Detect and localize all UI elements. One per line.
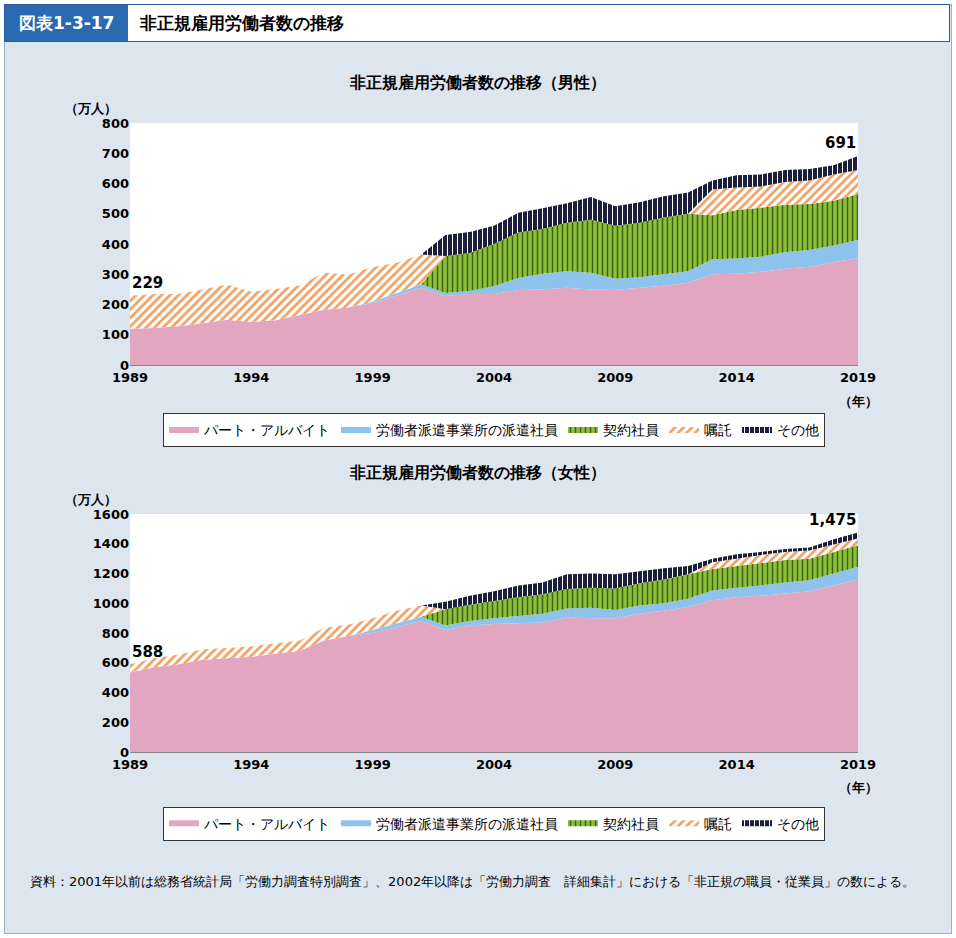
svg-text:300: 300 — [102, 267, 129, 282]
svg-text:2019: 2019 — [840, 370, 876, 385]
svg-text:2004: 2004 — [476, 757, 512, 772]
svg-text:嘱託: 嘱託 — [704, 816, 732, 832]
svg-text:（年）: （年） — [839, 780, 878, 795]
svg-text:1000: 1000 — [93, 596, 129, 611]
svg-text:2004: 2004 — [476, 370, 512, 385]
svg-text:200: 200 — [102, 715, 129, 730]
svg-text:2009: 2009 — [597, 757, 633, 772]
svg-text:800: 800 — [102, 116, 129, 131]
html-text:資料：2001年以前は総務省統計局「労働力調査特別調査」、2: 資料：2001年以前は総務省統計局「労働力調査特別調査」、2002年以降は「労働… — [30, 874, 916, 889]
svg-text:800: 800 — [102, 626, 129, 641]
svg-text:1989: 1989 — [112, 370, 148, 385]
svg-text:691: 691 — [825, 134, 856, 152]
svg-text:1994: 1994 — [233, 757, 269, 772]
svg-text:229: 229 — [132, 274, 163, 292]
html-text:図表1-3-17: 図表1-3-17 — [19, 13, 115, 33]
svg-text:2014: 2014 — [719, 370, 755, 385]
svg-text:非正規雇用労働者数の推移（男性）: 非正規雇用労働者数の推移（男性） — [349, 73, 606, 92]
svg-text:700: 700 — [102, 146, 129, 161]
svg-text:嘱託: 嘱託 — [704, 422, 732, 438]
svg-text:労働者派遣事業所の派遣社員: 労働者派遣事業所の派遣社員 — [376, 816, 558, 832]
svg-text:200: 200 — [102, 297, 129, 312]
svg-text:労働者派遣事業所の派遣社員: 労働者派遣事業所の派遣社員 — [376, 422, 558, 438]
svg-text:2019: 2019 — [840, 757, 876, 772]
html-text:非正規雇用労働者数の推移: 非正規雇用労働者数の推移 — [140, 12, 345, 33]
svg-text:（万人）: （万人） — [65, 101, 117, 116]
svg-text:1999: 1999 — [355, 757, 391, 772]
svg-text:1400: 1400 — [93, 536, 129, 551]
svg-text:非正規雇用労働者数の推移（女性）: 非正規雇用労働者数の推移（女性） — [349, 463, 606, 482]
svg-text:600: 600 — [102, 655, 129, 670]
svg-text:契約社員: 契約社員 — [603, 816, 659, 832]
svg-text:1,475: 1,475 — [809, 511, 856, 529]
svg-text:1200: 1200 — [93, 566, 129, 581]
svg-text:100: 100 — [102, 327, 129, 342]
svg-text:400: 400 — [102, 237, 129, 252]
svg-text:その他: その他 — [777, 422, 819, 438]
svg-text:400: 400 — [102, 685, 129, 700]
svg-text:0: 0 — [120, 358, 129, 373]
svg-text:2014: 2014 — [719, 757, 755, 772]
svg-text:（年）: （年） — [839, 394, 878, 409]
svg-text:パート・アルバイト: パート・アルバイト — [203, 816, 330, 832]
svg-text:1600: 1600 — [93, 507, 129, 522]
svg-text:1989: 1989 — [112, 757, 148, 772]
svg-text:588: 588 — [132, 643, 163, 661]
svg-text:パート・アルバイト: パート・アルバイト — [203, 422, 330, 438]
svg-text:2009: 2009 — [597, 370, 633, 385]
svg-text:その他: その他 — [777, 816, 819, 832]
svg-text:0: 0 — [120, 745, 129, 760]
svg-text:契約社員: 契約社員 — [603, 422, 659, 438]
svg-text:1994: 1994 — [233, 370, 269, 385]
svg-text:（万人）: （万人） — [65, 492, 117, 507]
svg-text:600: 600 — [102, 176, 129, 191]
svg-text:1999: 1999 — [355, 370, 391, 385]
svg-text:500: 500 — [102, 206, 129, 221]
